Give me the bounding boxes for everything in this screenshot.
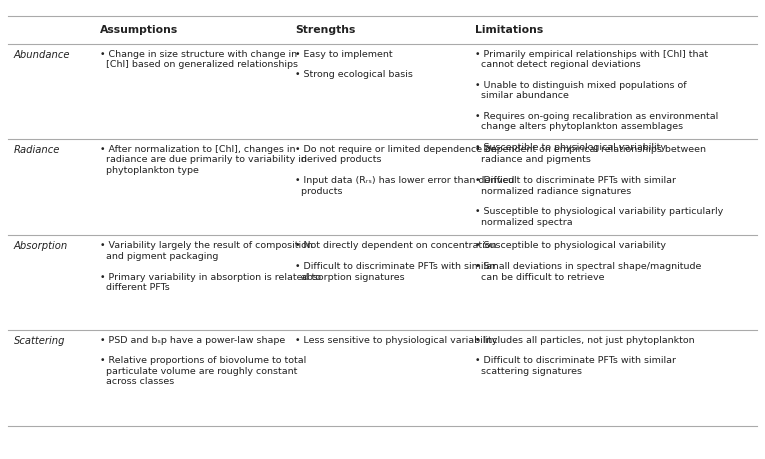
Text: • PSD and bₛp have a power-law shape

• Relative proportions of biovolume to tot: • PSD and bₛp have a power-law shape • R… xyxy=(100,336,306,386)
Text: Scattering: Scattering xyxy=(14,336,65,346)
Text: • Primarily empirical relationships with [Chl] that
  cannot detect regional dev: • Primarily empirical relationships with… xyxy=(475,50,718,152)
Text: Limitations: Limitations xyxy=(475,25,543,35)
Text: • Dependent on empirical relationships between
  radiance and pigments

• Diffic: • Dependent on empirical relationships b… xyxy=(475,145,723,227)
Text: • Easy to implement

• Strong ecological basis: • Easy to implement • Strong ecological … xyxy=(295,50,413,79)
Text: Assumptions: Assumptions xyxy=(100,25,178,35)
Text: Radiance: Radiance xyxy=(14,145,60,155)
Text: • Susceptible to physiological variability

• Small deviations in spectral shape: • Susceptible to physiological variabili… xyxy=(475,241,702,282)
Text: • Variability largely the result of composition
  and pigment packaging

• Prima: • Variability largely the result of comp… xyxy=(100,241,321,292)
Text: • Change in size structure with change in
  [Chl] based on generalized relations: • Change in size structure with change i… xyxy=(100,50,298,69)
Text: • Less sensitive to physiological variability: • Less sensitive to physiological variab… xyxy=(295,336,497,345)
Text: • Not directly dependent on concentration

• Difficult to discriminate PFTs with: • Not directly dependent on concentratio… xyxy=(295,241,496,282)
Text: • Do not require or limited dependence on
  derived products

• Input data (Rᵣₛ): • Do not require or limited dependence o… xyxy=(295,145,514,196)
Text: Abundance: Abundance xyxy=(14,50,70,60)
Text: • After normalization to [Chl], changes in
  radiance are due primarily to varia: • After normalization to [Chl], changes … xyxy=(100,145,307,175)
Text: Strengths: Strengths xyxy=(295,25,355,35)
Text: • Includes all particles, not just phytoplankton

• Difficult to discriminate PF: • Includes all particles, not just phyto… xyxy=(475,336,695,376)
Text: Absorption: Absorption xyxy=(14,241,68,252)
